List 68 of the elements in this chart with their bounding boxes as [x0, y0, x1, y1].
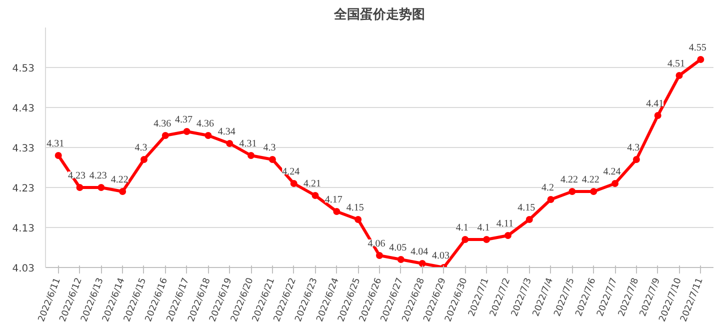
data-label: 4.31	[239, 138, 257, 150]
point	[268, 156, 276, 163]
data-label: 4.36	[154, 118, 172, 130]
data-label: 4.51	[667, 58, 685, 70]
point	[590, 188, 598, 195]
data-label: 4.55	[688, 42, 706, 54]
data-label: 4.06	[368, 238, 386, 250]
data-label: 4.17	[324, 194, 342, 206]
data-label: 4.1	[477, 222, 490, 234]
data-label: 4.37	[175, 114, 193, 126]
point	[612, 180, 619, 187]
point	[183, 128, 190, 135]
point	[397, 256, 404, 263]
point	[483, 236, 490, 243]
y-tick-label: 4.43	[12, 104, 34, 114]
point	[462, 236, 469, 243]
point	[526, 216, 533, 223]
point	[226, 140, 234, 147]
point	[654, 112, 662, 119]
data-label: 4.3	[263, 142, 276, 154]
data-label: 4.23	[68, 170, 86, 182]
point	[376, 252, 383, 259]
y-tick-label: 4.53	[12, 64, 34, 74]
data-label: 4.3	[627, 142, 640, 154]
point	[290, 180, 298, 187]
chart-title: 全国蛋价走势图	[333, 6, 425, 22]
data-label: 4.31	[46, 138, 64, 150]
point	[354, 216, 362, 223]
point	[676, 72, 683, 79]
point	[98, 184, 105, 191]
data-label: 4.2	[542, 182, 554, 194]
point	[547, 196, 554, 203]
point	[333, 208, 340, 215]
y-tick-label: 4.03	[12, 264, 34, 274]
y-tick-label: 4.13	[12, 224, 34, 234]
point	[119, 188, 126, 195]
data-label: 4.15	[346, 202, 364, 214]
data-label: 4.34	[218, 126, 236, 138]
data-label: 4.22	[110, 174, 128, 186]
data-label: 4.23	[89, 170, 107, 182]
data-label: 4.24	[603, 166, 621, 178]
point	[418, 260, 426, 267]
data-label: 4.24	[282, 166, 300, 178]
data-label: 4.03	[432, 250, 450, 262]
data-label: 4.04	[410, 246, 428, 258]
point	[568, 188, 576, 195]
data-label: 4.3	[134, 142, 148, 154]
point	[248, 152, 255, 159]
y-tick-label: 4.33	[12, 144, 34, 154]
data-label: 4.05	[389, 242, 407, 254]
data-label: 4.21	[304, 178, 322, 190]
point	[632, 156, 640, 163]
y-tick-label: 4.23	[12, 184, 34, 194]
data-label: 4.22	[582, 174, 600, 186]
point	[162, 132, 169, 139]
data-label: 4.41	[646, 98, 664, 110]
data-label: 4.36	[196, 118, 214, 130]
point	[54, 152, 62, 159]
point	[504, 232, 512, 239]
data-label: 4.11	[496, 218, 514, 230]
point	[140, 156, 148, 163]
data-label: 4.1	[456, 222, 468, 234]
point	[697, 56, 704, 63]
point	[204, 132, 212, 139]
point	[76, 184, 84, 191]
data-label: 4.15	[518, 202, 536, 214]
point	[312, 192, 319, 199]
data-label: 4.22	[560, 174, 578, 186]
